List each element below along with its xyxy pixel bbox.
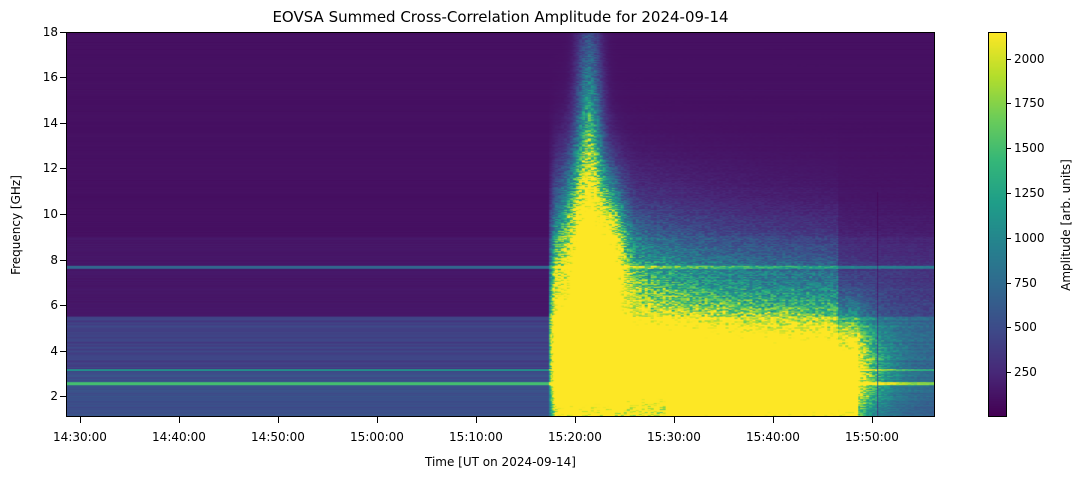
y-axis-label: Frequency [GHz] — [9, 175, 23, 275]
x-tick-label: 14:50:00 — [251, 430, 305, 444]
colorbar-tick — [1007, 372, 1011, 373]
x-tick-label: 15:00:00 — [350, 430, 404, 444]
colorbar-tick — [1007, 283, 1011, 284]
y-tick-label: 16 — [42, 70, 58, 84]
x-axis-label: Time [UT on 2024-09-14] — [425, 455, 576, 469]
x-tick-label: 14:30:00 — [53, 430, 107, 444]
y-tick — [60, 351, 66, 352]
colorbar-tick-label: 1750 — [1014, 96, 1045, 110]
x-tick — [179, 417, 180, 423]
y-tick-label: 6 — [50, 298, 58, 312]
x-tick — [773, 417, 774, 423]
colorbar-tick-label: 1500 — [1014, 141, 1045, 155]
x-tick — [575, 417, 576, 423]
colorbar-tick-label: 2000 — [1014, 52, 1045, 66]
y-tick — [60, 396, 66, 397]
x-tick — [476, 417, 477, 423]
spectrogram-plot — [66, 32, 935, 417]
colorbar-tick-label: 250 — [1014, 365, 1037, 379]
x-tick-label: 15:30:00 — [647, 430, 701, 444]
y-tick-label: 8 — [50, 253, 58, 267]
colorbar-tick-label: 750 — [1014, 276, 1037, 290]
y-tick-label: 2 — [50, 389, 58, 403]
colorbar-tick-label: 500 — [1014, 320, 1037, 334]
colorbar-tick-label: 1000 — [1014, 231, 1045, 245]
x-tick-label: 15:40:00 — [746, 430, 800, 444]
y-tick — [60, 260, 66, 261]
y-tick-label: 4 — [50, 344, 58, 358]
x-tick-label: 15:10:00 — [449, 430, 503, 444]
colorbar-tick — [1007, 103, 1011, 104]
y-tick-label: 12 — [42, 161, 58, 175]
chart-title: EOVSA Summed Cross-Correlation Amplitude… — [272, 8, 729, 26]
spectrogram-heatmap — [67, 33, 934, 416]
y-tick — [60, 168, 66, 169]
y-tick-label: 14 — [42, 116, 58, 130]
colorbar-tick — [1007, 238, 1011, 239]
y-tick — [60, 123, 66, 124]
x-tick — [377, 417, 378, 423]
colorbar-tick-label: 1250 — [1014, 186, 1045, 200]
x-tick — [872, 417, 873, 423]
y-tick — [60, 32, 66, 33]
colorbar-tick — [1007, 327, 1011, 328]
x-tick-label: 14:40:00 — [152, 430, 206, 444]
x-tick-label: 15:20:00 — [548, 430, 602, 444]
colorbar — [988, 32, 1007, 417]
y-tick — [60, 214, 66, 215]
y-tick — [60, 305, 66, 306]
x-tick — [278, 417, 279, 423]
colorbar-label: Amplitude [arb. units] — [1059, 159, 1073, 291]
x-tick — [674, 417, 675, 423]
colorbar-tick — [1007, 59, 1011, 60]
y-tick-label: 18 — [42, 25, 58, 39]
x-tick-label: 15:50:00 — [845, 430, 899, 444]
y-tick-label: 10 — [42, 207, 58, 221]
y-tick — [60, 77, 66, 78]
colorbar-tick — [1007, 148, 1011, 149]
x-tick — [80, 417, 81, 423]
colorbar-tick — [1007, 193, 1011, 194]
